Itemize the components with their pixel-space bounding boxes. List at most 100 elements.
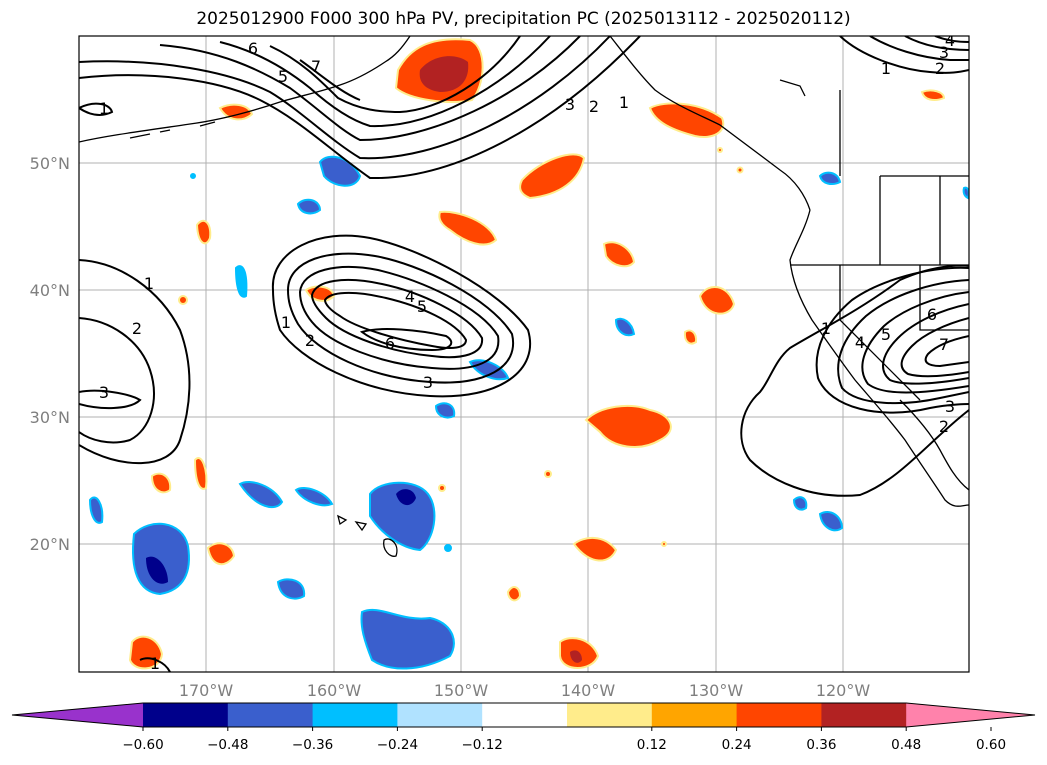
precip-dot-2 [736,166,744,174]
pv-contours [79,36,969,672]
contour-label: 5 [881,325,891,344]
pv-ne-4 [934,36,969,43]
colorbar-segment [567,703,653,727]
precip-neg-e1 [818,171,842,185]
pv-central-6 [359,328,453,352]
pv-cal-1 [815,266,969,414]
pv-gulf-2 [79,36,611,160]
islands-haida [779,79,806,97]
pv-cal-4 [882,303,969,385]
lat-label: 20°N [30,535,70,554]
pv-cal-6 [924,335,969,368]
pv-cal-outer [740,264,969,497]
contour-label: 3 [939,43,949,62]
colorbar-segment [143,703,229,727]
pv-central-3 [298,266,500,370]
pv-gulf-5 [269,36,521,114]
precip-dot-5 [661,541,667,547]
pv-nw-1 [79,102,114,116]
lon-label: 160°W [307,681,362,700]
pv-gulf-6 [299,59,361,101]
state-border-4 [919,265,969,331]
colorbar-extend-low [12,703,143,727]
contour-label: 6 [385,334,395,353]
contour-label: 1 [881,59,891,78]
map-area [79,36,969,672]
precip-blob-mid [438,210,498,246]
contour-label: 2 [939,417,949,436]
pv-west-2 [79,317,155,444]
contour-label: 6 [248,39,258,58]
colorbar-segment [651,703,738,727]
colorbar-tick-label: 0.12 [637,737,667,753]
contour-label: 1 [281,313,291,332]
pv-cal-2 [837,279,969,405]
colorbar-tick-label: −0.24 [377,737,418,753]
contour-label: 5 [417,297,427,316]
precip-dot-6 [717,147,723,153]
precip-dot-3 [438,484,446,492]
precip-neg-big [132,522,190,596]
pv-cal-5 [900,317,969,378]
alaska-panhandle [609,36,811,211]
precip-dot-1 [544,470,552,478]
contour-label: 6 [927,305,937,324]
alaska-coast [79,36,411,143]
precip-neg-hi-core [396,489,416,506]
lon-axis: 170°W 160°W 150°W 140°W 130°W 120°W [179,681,871,700]
pv-ne-1 [839,36,969,74]
contour-label: 4 [855,333,865,352]
contour-label: 3 [945,397,955,416]
precip-blob-w3 [150,472,172,494]
contour-label: 3 [99,383,109,402]
pv-cal-3 [861,291,969,394]
lat-label: 30°N [30,408,70,427]
lon-label: 170°W [179,681,234,700]
lon-label: 120°W [816,681,871,700]
precip-blob-w4 [206,542,236,566]
contour-label: 2 [935,59,945,78]
colorbar-tick-label: 0.60 [976,737,1006,753]
precip-blob-subtrop [584,404,672,448]
contour-label: 1 [99,99,109,118]
precip-blob-s3-core [570,650,582,663]
precip-neg-e3 [818,510,844,532]
precip-blob-mid2 [602,241,636,268]
contour-label: 5 [278,67,288,86]
contour-label: 2 [305,331,315,350]
precip-blob-calif-w [698,286,736,315]
precip-neg-e4 [962,186,969,200]
colorbar-segment [821,703,907,727]
precip-neg-dot-1 [444,544,452,552]
pv-west-1 [79,259,191,465]
pv-central-4 [310,279,484,359]
lat-axis: 50°N 40°N 30°N 20°N [30,154,70,554]
contour-label: 2 [589,97,599,116]
pv-central-5 [323,291,468,349]
pv-ne-3 [904,36,969,51]
map-frame [78,35,970,673]
contour-label: 4 [405,287,415,306]
precip-neg-m1 [614,317,636,337]
pv-ne-2 [869,36,969,61]
precip-blob-w [195,219,212,245]
colorbar-tick-label: −0.36 [292,737,333,753]
precip-blob-sm1 [683,329,698,345]
precip-neg-big-core [146,556,168,584]
baja-coast [899,399,969,491]
colorbar-segment [397,703,483,727]
colorbar-tick-label: −0.60 [122,737,163,753]
precip-neg-dot-2 [190,173,196,179]
precip-neg-s1 [276,578,306,600]
contour-label: 3 [565,95,575,114]
colorbar-extend-high [906,703,1035,727]
precip-blob-s2 [506,586,522,602]
precip-neg-e2 [792,496,808,511]
contour-label: 3 [423,373,433,392]
precip-negative [88,155,969,670]
colorbar-tick-label: −0.48 [207,737,248,753]
precip-blob-w2 [193,457,208,490]
precip-neg-w1 [234,265,248,298]
contour-label: 1 [619,93,629,112]
precip-blob-s1 [572,537,618,562]
